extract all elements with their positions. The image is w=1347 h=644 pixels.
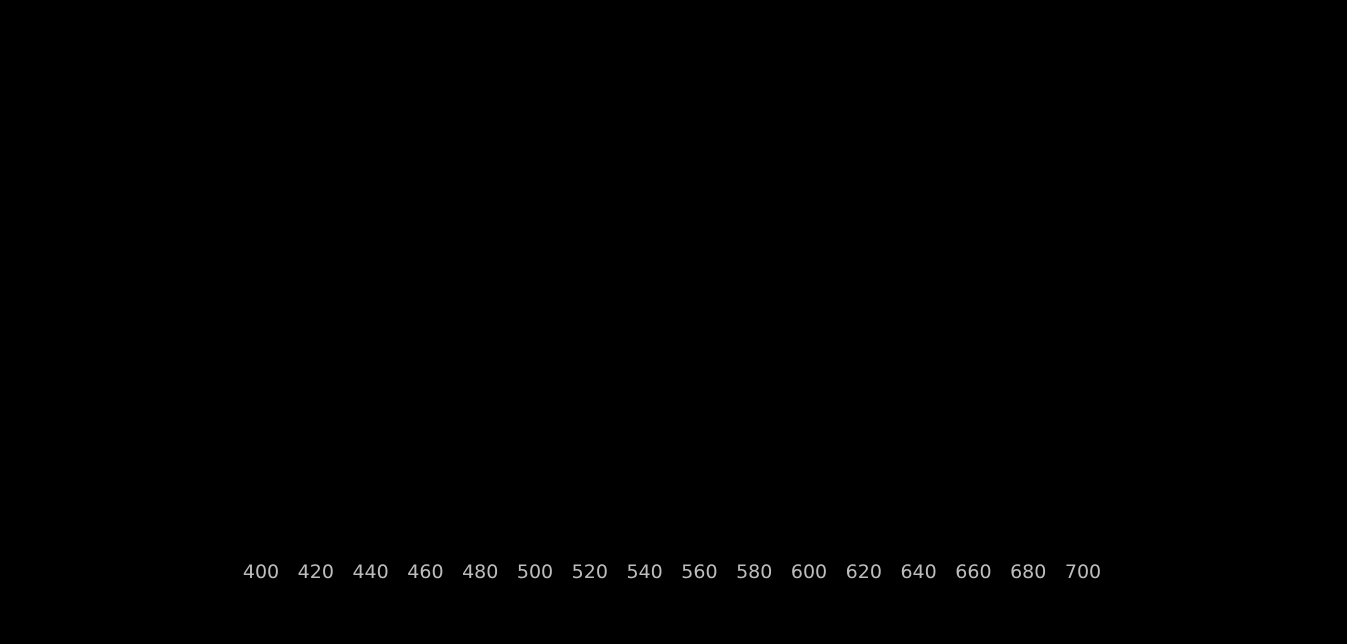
x-tick-label-560: 560 (681, 561, 717, 583)
x-tick-label-400: 400 (243, 561, 279, 583)
x-tick-label-480: 480 (462, 561, 498, 583)
x-tick-label-700: 700 (1065, 561, 1101, 583)
x-tick-label-540: 540 (626, 561, 662, 583)
x-tick-label-660: 660 (955, 561, 991, 583)
x-tick-label-440: 440 (352, 561, 388, 583)
x-tick-label-420: 420 (298, 561, 334, 583)
x-tick-label-640: 640 (900, 561, 936, 583)
x-tick-label-500: 500 (517, 561, 553, 583)
x-tick-labels: 400 420 440 460 480 500 520 540 560 580 600 620 640 6… (243, 561, 1101, 583)
x-tick-label-520: 520 (572, 561, 608, 583)
x-tick-label-620: 620 (846, 561, 882, 583)
gridlines (260, 150, 1084, 537)
x-tick-label-680: 680 (1010, 561, 1046, 583)
x-tick-label-460: 460 (407, 561, 443, 583)
x-tick-label-600: 600 (791, 561, 827, 583)
x-tick-label-580: 580 (736, 561, 772, 583)
